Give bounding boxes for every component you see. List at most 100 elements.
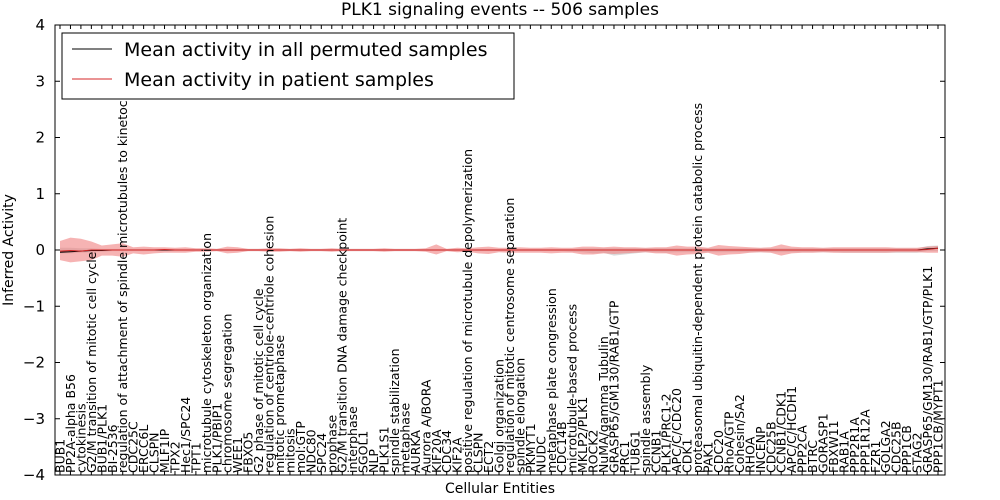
x-tick-label: metaphase <box>397 403 412 473</box>
x-tick-label: positive regulation of microtubule depol… <box>460 149 475 473</box>
x-tick-label: TUBG1 <box>627 430 642 474</box>
x-tick-label: mitosis <box>282 428 297 473</box>
x-tick-label: TPX2 <box>167 441 182 474</box>
x-tick-label: G2 phase of mitotic cell cycle <box>251 288 266 473</box>
x-tick-label: PPP2R1A <box>847 417 862 473</box>
x-tick-label: BUB1/PLK1 <box>94 404 109 473</box>
x-tick-label: CCNB1/CDK1 <box>774 391 789 473</box>
x-tick-label: GRASP65/GM130/RAB1/GTP/PLK1 <box>920 266 935 473</box>
x-tick-label: GORASP1 <box>816 413 831 473</box>
legend-label-permuted: Mean activity in all permuted samples <box>124 39 487 61</box>
x-tick-label: NuMA/gamma Tubulin <box>596 336 611 473</box>
x-tick-label: PP2A-alpha B56 <box>63 374 78 473</box>
x-tick-label: regulation of mitotic centrosome separat… <box>502 198 517 473</box>
x-tick-label: SGOL1 <box>356 431 371 473</box>
x-tick-label: PPP1CB <box>899 425 914 473</box>
x-tick-label: APC/C/HCDH1 <box>784 386 799 473</box>
x-tick-label: spindle elongation <box>512 358 527 473</box>
x-tick-label: regulation of centriole-centriole cohesi… <box>262 216 277 473</box>
y-tick-label: −1 <box>23 297 45 315</box>
x-tick-label: BTRC <box>805 440 820 473</box>
x-tick-label: PLK1/PBIP1 <box>209 403 224 473</box>
x-tick-label: TPT1 <box>188 442 203 474</box>
y-tick-label: 4 <box>35 16 45 34</box>
y-tick-label: −4 <box>23 466 45 484</box>
x-tick-label: INCENP <box>753 426 768 473</box>
x-tick-label: AURKA <box>408 430 423 473</box>
x-tick-label: Aurora A/BORA <box>418 379 433 473</box>
legend-box <box>61 32 515 100</box>
x-tick-label: PLK1S1 <box>377 426 392 473</box>
x-tick-label: CDK1 <box>680 438 695 473</box>
x-tick-label: KIF20A <box>429 429 444 473</box>
x-tick-label: Golgi organization <box>492 359 507 473</box>
x-tick-label: SPC24 <box>314 433 329 473</box>
x-tick-label: ROCK2 <box>586 430 601 473</box>
x-tick-label: FZR1 <box>868 441 883 473</box>
legend: Mean activity in all permuted samples Me… <box>61 32 515 100</box>
x-tick-label: MLF1IP <box>157 428 172 473</box>
x-tick-label: Hec1/SPC24 <box>178 397 193 473</box>
x-tick-label: CDC14B <box>554 421 569 473</box>
x-tick-label: PLK1/PRC1-2 <box>659 393 674 473</box>
legend-label-patient: Mean activity in patient samples <box>124 69 434 91</box>
x-tick-label: BI-2536 <box>105 424 120 473</box>
x-tick-label: RhoA/GTP <box>721 411 736 473</box>
series-lines <box>59 247 939 253</box>
x-tick-label: CDC20 <box>711 430 726 473</box>
x-tick-label: PAK1 <box>701 442 716 473</box>
x-tick-label: CLSPN <box>471 432 486 473</box>
y-tick-label: 3 <box>35 72 45 90</box>
x-tick-label: GRASP65/GM130/RAB1/GTP <box>606 300 621 473</box>
x-tick-label: mitotic prometaphase <box>272 335 287 473</box>
y-tick-label: 0 <box>35 241 45 259</box>
x-tick-label: interphase <box>345 406 360 473</box>
x-tick-label: FBXO5 <box>241 432 256 473</box>
x-tick-label: APC/C/CDC20 <box>669 388 684 473</box>
x-tick-label: CDC25B <box>889 421 904 473</box>
x-tick-label: mol:GTP <box>293 421 308 473</box>
x-tick-label: microtubule-based process <box>565 304 580 473</box>
x-tick-label: CDC25C <box>126 421 141 473</box>
x-tick-label: RAB1A <box>836 431 851 473</box>
x-tick-label: proteasomal ubiquitin-dependent protein … <box>690 103 705 473</box>
x-tick-label: chromosome segregation <box>220 314 235 473</box>
series-line-patient <box>59 247 939 252</box>
x-tick-label: FBXW11 <box>826 420 841 473</box>
y-tick-label: −2 <box>23 354 45 372</box>
x-tick-label: WEE1 <box>230 437 245 473</box>
x-tick-label: PKMYT1 <box>523 423 538 473</box>
chart-title: PLK1 signaling events -- 506 samples <box>341 0 659 20</box>
x-tick-label: CDC34 <box>439 430 454 473</box>
x-tick-label: G2/M transition DNA damage checkpoint <box>335 218 350 473</box>
x-tick-label: microtubule cytoskeleton organization <box>199 233 214 473</box>
x-tick-label: metaphase plate congression <box>544 288 559 473</box>
x-tick-label: spindle assembly <box>638 364 653 473</box>
x-axis-label: Cellular Entities <box>445 481 555 497</box>
x-tick-label: BUB1 <box>53 439 68 473</box>
x-tick-label: PPP1CB/MYPT1 <box>931 379 946 473</box>
x-tick-label: RHOA <box>742 436 757 473</box>
x-tick-label: PRC1 <box>617 441 632 473</box>
x-tick-label: NLP <box>366 449 381 473</box>
x-tick-label: GOLGA2 <box>878 420 893 473</box>
x-tick-label: spindle stabilization <box>387 348 402 473</box>
x-tick-label: PPP2CA <box>795 425 810 473</box>
y-axis: −4 −3 −2 −1 0 1 2 3 4 <box>23 16 945 484</box>
x-tick-label: regulation of attachment of spindle micr… <box>115 72 130 473</box>
x-tick-label: CDC25B <box>763 421 778 473</box>
x-tick-label: STAG2 <box>910 432 925 473</box>
x-tick-label: CLSPN <box>147 432 162 473</box>
x-tick-label: G2/M transition of mitotic cell cycle <box>84 251 99 473</box>
x-tick-label: Cohesin/SA2 <box>732 394 747 473</box>
x-tick-label: prophase <box>324 415 339 473</box>
x-tick-label: ECT2 <box>481 441 496 473</box>
x-tick-label: cytokinesis <box>73 403 88 473</box>
x-tick-label: ERCC6L <box>136 425 151 473</box>
y-axis-label: Inferred Activity <box>1 194 17 306</box>
x-tick-label: NDC80 <box>303 429 318 473</box>
y-tick-label: 1 <box>35 185 45 203</box>
y-tick-label: 2 <box>35 129 45 147</box>
